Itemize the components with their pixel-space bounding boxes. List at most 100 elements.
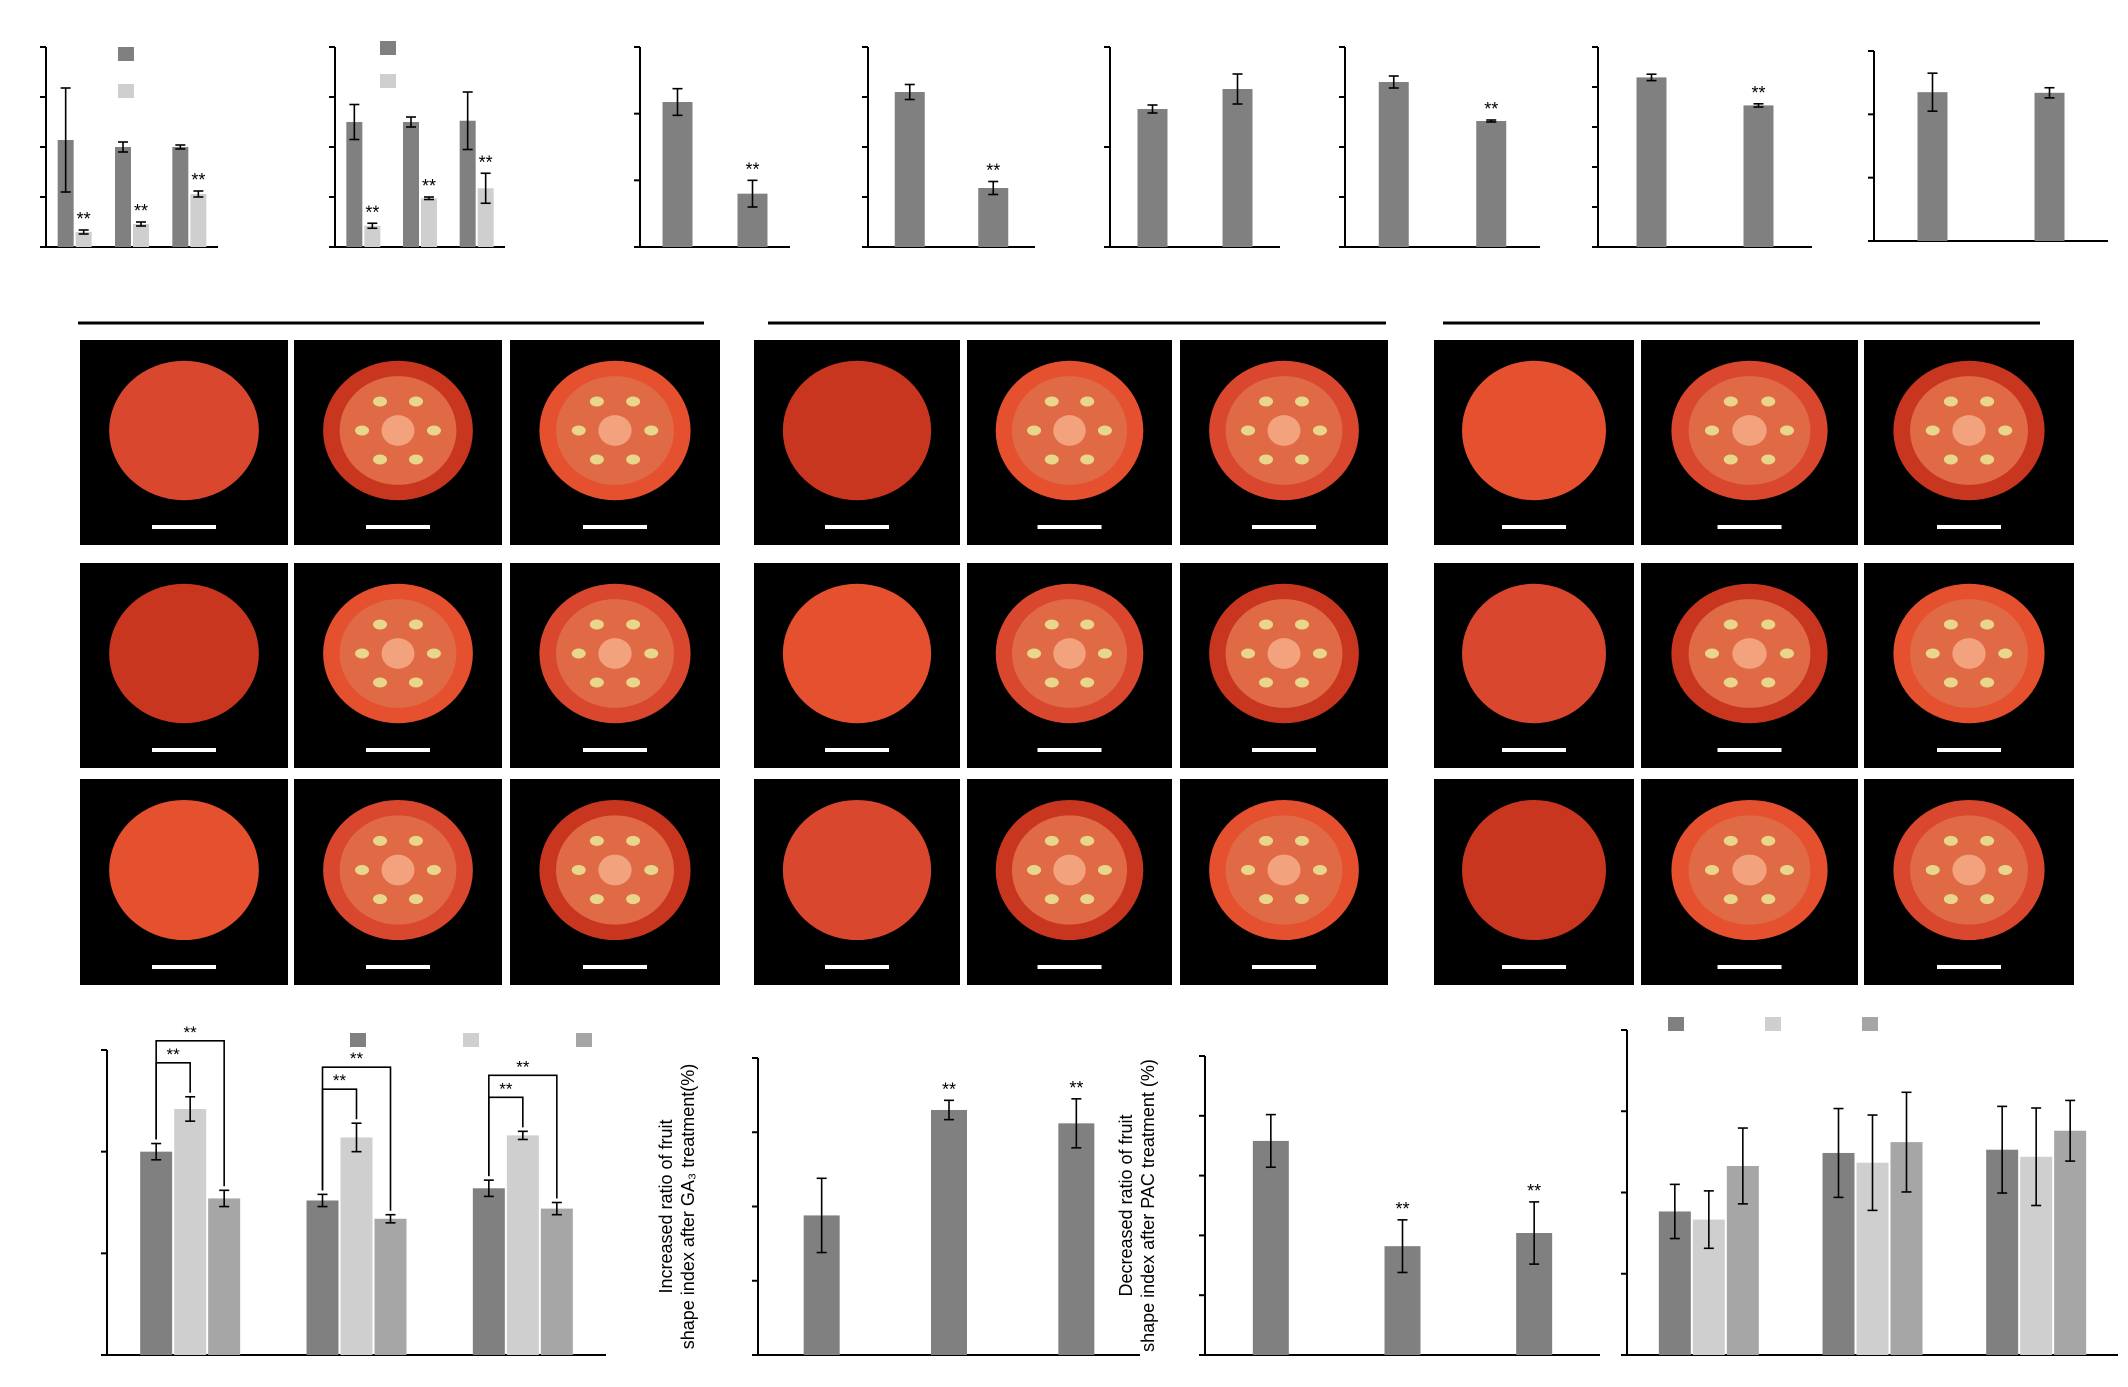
fruit-section-core: [1267, 638, 1301, 669]
bar-wt: [346, 122, 363, 247]
fruit-seed: [589, 396, 604, 407]
significance-mark: **: [333, 1071, 347, 1090]
fruit-seed: [408, 835, 423, 846]
y-axis-label-line2: shape index after PAC treatment (%): [1138, 1059, 1158, 1352]
fruit-photo: [967, 779, 1172, 985]
tomato-fruit: [782, 583, 932, 724]
significance-mark: **: [1395, 1199, 1409, 1219]
legend-swatch: [576, 1033, 592, 1047]
bar-value: [1058, 1123, 1095, 1355]
fruit-seed: [644, 865, 659, 875]
chart-d: **: [862, 46, 1035, 248]
fruit-seed: [1241, 648, 1256, 659]
fruit-photo: [754, 563, 960, 768]
fruit-seed: [1723, 396, 1738, 407]
fruit-photo: [754, 779, 960, 985]
significance-mark: **: [499, 1079, 513, 1098]
fruit-seed: [426, 425, 441, 436]
bar-value: [1222, 89, 1253, 247]
tomato-fruit: [782, 799, 932, 941]
fruit-seed: [1779, 425, 1794, 436]
chart-l: Decreased ratio of fruit shape index afte…: [1116, 1055, 1600, 1356]
fruit-seed: [1980, 894, 1995, 905]
fruit-photo: [754, 340, 960, 545]
bar-sttm159: [364, 225, 381, 247]
fruit-photo: [294, 563, 502, 768]
fruit-photo: [1864, 340, 2074, 545]
tomato-fruit: [782, 360, 932, 501]
fruit-photo: [510, 563, 720, 768]
fruit-section-core: [1053, 854, 1086, 886]
fruit-seed: [1080, 454, 1095, 465]
fruit-seed: [1980, 619, 1995, 630]
bar-value: [2034, 92, 2065, 241]
significance-mark: **: [516, 1057, 530, 1076]
significance-mark: **: [184, 1023, 198, 1042]
fruit-seed: [1723, 894, 1738, 905]
bar-wt: [172, 147, 189, 247]
fruit-seed: [1080, 677, 1095, 688]
bar-pac: [540, 1208, 573, 1355]
fruit-seed: [1723, 835, 1738, 846]
fruit-seed: [589, 619, 604, 630]
fruit-photo: [1864, 563, 2074, 768]
legend-swatch: [118, 47, 134, 61]
fruit-seed: [1723, 677, 1738, 688]
fruit-seed: [1998, 425, 2013, 436]
legend-swatch: [350, 1033, 366, 1047]
fruit-seed: [626, 835, 641, 846]
fruit-seed: [1943, 677, 1958, 688]
fruit-seed: [626, 619, 641, 630]
bar-value: [1378, 82, 1409, 247]
fruit-seed: [1723, 619, 1738, 630]
fruit-seed: [1294, 835, 1309, 846]
chart-b: ** ** **: [329, 41, 505, 248]
fruit-seed: [1943, 894, 1958, 905]
fruit-seed: [1294, 894, 1309, 905]
legend-swatch: [1765, 1017, 1781, 1031]
bar-wt: [115, 147, 131, 247]
fruit-photo: [1180, 563, 1388, 768]
significance-mark: **: [191, 170, 205, 190]
fruit-seed: [408, 619, 423, 630]
fruit-seed: [1998, 865, 2013, 875]
significance-mark: **: [986, 161, 1000, 181]
bar-value: [1252, 1140, 1289, 1355]
fruit-seed: [1980, 835, 1995, 846]
significance-mark: **: [745, 159, 759, 179]
bar-value: [1917, 92, 1948, 242]
fruit-section-core: [1053, 415, 1086, 446]
tomato-fruit: [1462, 799, 1606, 941]
fruit-seed: [1943, 454, 1958, 465]
fruit-seed: [1259, 894, 1274, 905]
fruit-seed: [571, 648, 586, 659]
fruit-seed: [1779, 865, 1794, 875]
fruit-seed: [408, 396, 423, 407]
fruit-seed: [1097, 865, 1112, 875]
fruit-seed: [1925, 648, 1940, 659]
chart-c: **: [634, 46, 790, 248]
fruit-seed: [1259, 677, 1274, 688]
significance-mark: **: [1527, 1181, 1541, 1201]
fruit-photo: [1180, 779, 1388, 985]
significance-mark: **: [365, 202, 379, 222]
bar-sttm159: [190, 194, 207, 247]
fruit-seed: [1241, 865, 1256, 875]
fruit-seed: [408, 894, 423, 905]
fruit-seed: [373, 619, 388, 630]
fruit-seed: [1241, 425, 1256, 436]
bar-ga: [174, 1108, 207, 1355]
fruit-seed: [408, 677, 423, 688]
fruit-seed: [373, 835, 388, 846]
fruit-photo: [510, 779, 720, 985]
fruit-seed: [373, 454, 388, 465]
y-axis-label-line1: Increased ratio of fruit: [656, 1119, 676, 1293]
fruit-seed: [626, 454, 641, 465]
bar-value: [662, 102, 693, 247]
chart-a: ** ** **: [40, 46, 218, 248]
fruit-seed: [1044, 396, 1059, 407]
fruit-seed: [1027, 865, 1042, 875]
tomato-fruit: [1462, 583, 1606, 724]
bar-sttm159: [133, 224, 149, 247]
